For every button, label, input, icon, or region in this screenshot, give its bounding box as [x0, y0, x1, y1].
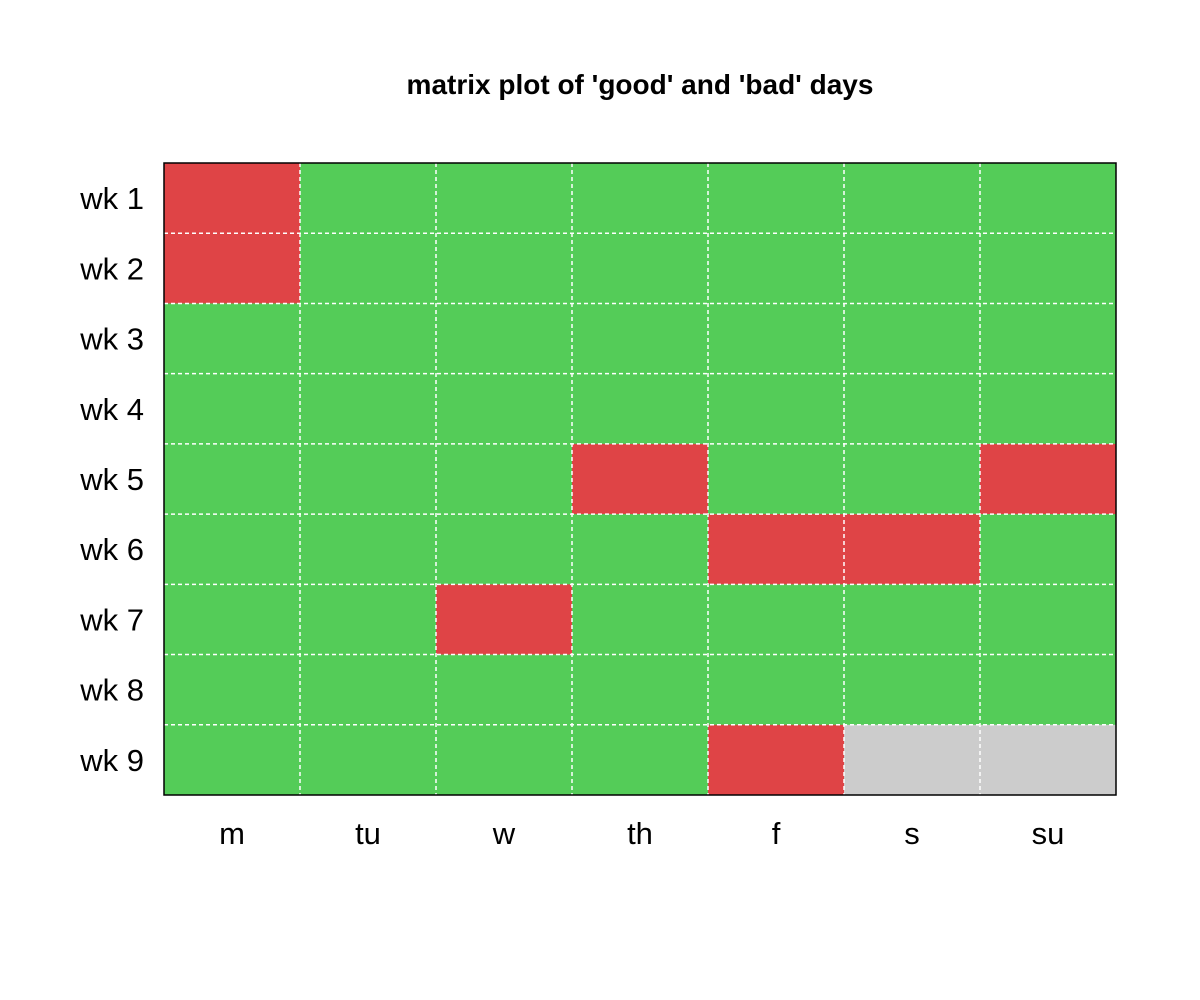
cell-8-su-good	[980, 654, 1117, 726]
cell-4-tu-good	[300, 373, 437, 445]
cell-2-th-good	[572, 233, 709, 304]
cell-6-th-good	[572, 514, 709, 585]
cell-9-f-bad	[708, 724, 845, 796]
cell-8-m-good	[164, 654, 301, 726]
cell-7-tu-good	[300, 584, 437, 656]
cell-1-tu-good	[300, 163, 437, 234]
cell-5-f-good	[708, 443, 845, 515]
cell-5-su-bad	[980, 443, 1117, 515]
cell-1-su-good	[980, 163, 1117, 234]
y-tick-label: wk 6	[79, 532, 144, 567]
cell-6-s-bad	[844, 514, 981, 585]
cell-4-m-good	[164, 373, 301, 445]
cell-7-s-good	[844, 584, 981, 656]
cell-7-th-good	[572, 584, 709, 656]
x-tick-label: m	[219, 816, 245, 851]
x-tick-label: f	[772, 816, 781, 851]
cell-3-tu-good	[300, 303, 437, 375]
cell-4-su-good	[980, 373, 1117, 445]
cell-9-su-missing	[980, 724, 1117, 796]
cell-9-s-missing	[844, 724, 981, 796]
y-tick-label: wk 9	[79, 743, 144, 778]
cell-2-m-bad	[164, 233, 301, 304]
cell-1-w-good	[436, 163, 573, 234]
cell-6-su-good	[980, 514, 1117, 585]
cell-1-s-good	[844, 163, 981, 234]
cell-4-th-good	[572, 373, 709, 445]
cell-2-f-good	[708, 233, 845, 304]
cell-1-m-bad	[164, 163, 301, 234]
cell-3-su-good	[980, 303, 1117, 375]
cell-8-th-good	[572, 654, 709, 726]
cell-6-f-bad	[708, 514, 845, 585]
cell-4-s-good	[844, 373, 981, 445]
y-tick-label: wk 7	[79, 602, 144, 637]
cell-4-w-good	[436, 373, 573, 445]
cell-9-th-good	[572, 724, 709, 796]
x-tick-label: th	[627, 816, 653, 851]
x-tick-label: tu	[355, 816, 381, 851]
cell-2-su-good	[980, 233, 1117, 304]
cell-7-f-good	[708, 584, 845, 656]
cell-9-w-good	[436, 724, 573, 796]
cell-5-tu-good	[300, 443, 437, 515]
grid-layer	[164, 163, 1116, 795]
cells-layer	[164, 163, 1117, 796]
cell-4-f-good	[708, 373, 845, 445]
cell-2-tu-good	[300, 233, 437, 304]
x-tick-label: s	[904, 816, 920, 851]
cell-6-w-good	[436, 514, 573, 585]
y-tick-label: wk 5	[79, 462, 144, 497]
cell-3-th-good	[572, 303, 709, 375]
cell-7-w-bad	[436, 584, 573, 656]
cell-5-m-good	[164, 443, 301, 515]
cell-8-f-good	[708, 654, 845, 726]
cell-1-f-good	[708, 163, 845, 234]
x-axis-labels: m tu w th f s su	[219, 816, 1064, 851]
y-tick-label: wk 3	[79, 322, 144, 357]
cell-9-tu-good	[300, 724, 437, 796]
cell-2-s-good	[844, 233, 981, 304]
y-axis-labels: wk 1 wk 2 wk 3 wk 4 wk 5 wk 6 wk 7 wk 8 wk 9	[79, 181, 144, 778]
cell-3-m-good	[164, 303, 301, 375]
cell-8-tu-good	[300, 654, 437, 726]
y-tick-label: wk 8	[79, 673, 144, 708]
cell-5-w-good	[436, 443, 573, 515]
cell-6-m-good	[164, 514, 301, 585]
cell-9-m-good	[164, 724, 301, 796]
y-tick-label: wk 2	[79, 251, 144, 286]
chart-title: matrix plot of 'good' and 'bad' days	[407, 69, 874, 100]
cell-7-m-good	[164, 584, 301, 656]
cell-7-su-good	[980, 584, 1117, 656]
x-tick-label: su	[1032, 816, 1065, 851]
plot-frame	[163, 162, 1117, 796]
cell-3-f-good	[708, 303, 845, 375]
x-tick-label: w	[492, 816, 516, 851]
cell-2-w-good	[436, 233, 573, 304]
y-tick-label: wk 1	[79, 181, 144, 216]
cell-3-w-good	[436, 303, 573, 375]
cell-6-tu-good	[300, 514, 437, 585]
cell-5-s-good	[844, 443, 981, 515]
cell-1-th-good	[572, 163, 709, 234]
y-tick-label: wk 4	[79, 392, 144, 427]
cell-3-s-good	[844, 303, 981, 375]
cell-8-s-good	[844, 654, 981, 726]
cell-8-w-good	[436, 654, 573, 726]
cell-5-th-bad	[572, 443, 709, 515]
